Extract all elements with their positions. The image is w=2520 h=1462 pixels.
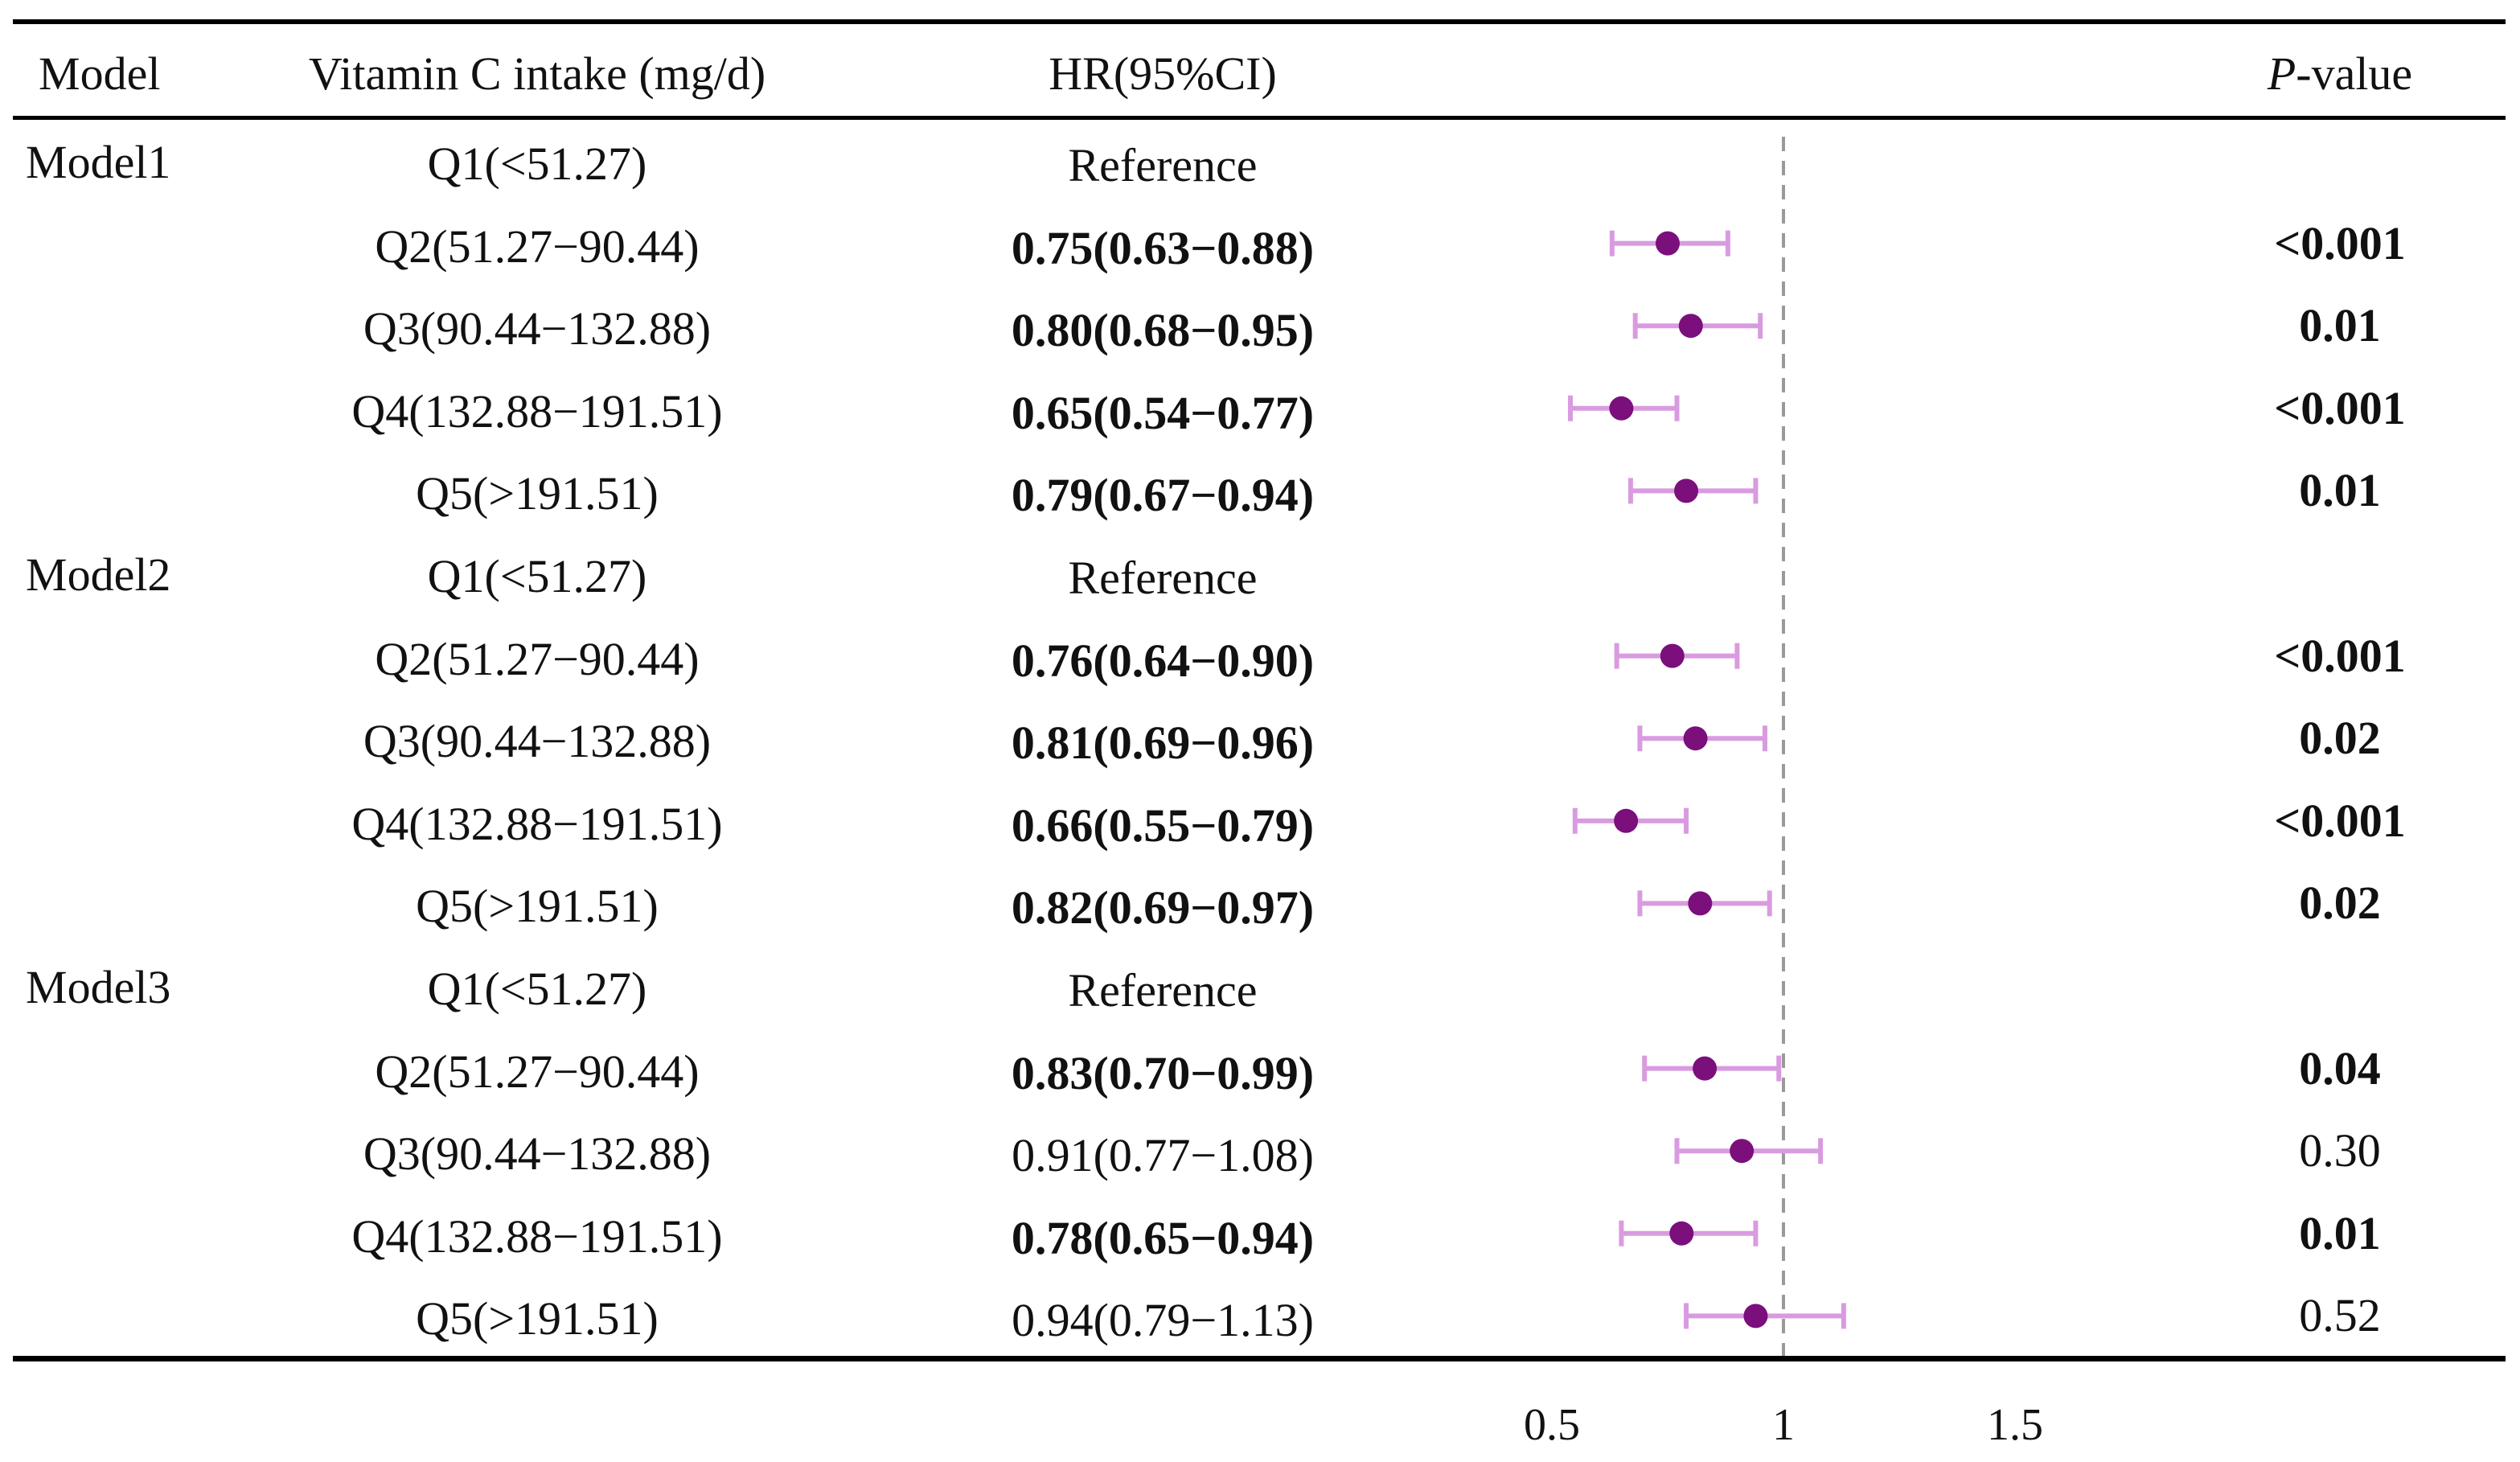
header-rule [13,116,2506,120]
hr-ci-label: Reference [1068,964,1258,1016]
hr-ci-label: Reference [1068,552,1258,604]
hr-ci-label: 0.83(0.70−0.99) [1011,1046,1315,1099]
hr-point [1743,1304,1768,1329]
hr-point [1656,231,1680,256]
quintile-label: Q1(<51.27) [427,550,647,602]
hr-ci-label: 0.75(0.63−0.88) [1011,221,1315,274]
x-tick-label: 1 [1772,1400,1795,1450]
p-value-label: <0.001 [2274,629,2406,682]
quintile-label: Q2(51.27−90.44) [375,220,700,273]
p-value-label: 0.30 [2299,1124,2381,1177]
quintile-label: Q1(<51.27) [427,138,647,190]
hr-ci-label: 0.80(0.68−0.95) [1011,304,1315,357]
quintile-label: Q1(<51.27) [427,963,647,1015]
p-value-label: 0.02 [2299,712,2381,765]
hr-point [1683,726,1708,751]
x-tick-label: 1.5 [1987,1400,2043,1450]
p-value-label: <0.001 [2274,381,2406,434]
hr-ci-label: 0.91(0.77−1.08) [1012,1129,1314,1182]
quintile-label: Q4(132.88−191.51) [351,797,723,850]
header-intake: Vitamin C intake (mg/d) [308,47,766,100]
header-p-italic: P [2267,47,2296,100]
quintile-label: Q2(51.27−90.44) [375,1045,700,1098]
hr-ci-label: 0.66(0.55−0.79) [1011,799,1315,852]
header-hr: HR(95%CI) [1049,47,1277,100]
hr-ci-label: 0.81(0.69−0.96) [1011,717,1315,770]
p-value-label: 0.01 [2299,464,2381,517]
header-p-rest: -value [2296,47,2413,100]
hr-point [1693,1056,1718,1081]
hr-ci-label: Reference [1068,139,1258,191]
hr-point [1674,478,1699,503]
p-value-label: 0.52 [2299,1289,2381,1342]
hr-point [1609,396,1634,421]
p-value-label: 0.04 [2299,1041,2381,1094]
hr-ci-label: 0.94(0.79−1.13) [1012,1294,1314,1347]
hr-ci-label: 0.82(0.69−0.97) [1011,881,1315,934]
top-rule [13,19,2506,24]
x-tick-label: 0.5 [1524,1400,1580,1450]
quintile-label: Q5(>191.51) [416,1292,659,1345]
quintile-label: Q5(>191.51) [416,467,659,520]
p-value-label: <0.001 [2274,794,2406,847]
quintile-label: Q4(132.88−191.51) [351,1209,723,1263]
p-value-label: <0.001 [2274,216,2406,269]
quintile-label: Q3(90.44−132.88) [363,302,712,355]
header-p-value: P-value [2268,51,2412,97]
p-value-label: 0.01 [2299,299,2381,352]
hr-ci-label: 0.79(0.67−0.94) [1011,469,1315,522]
hr-ci-label: 0.76(0.64−0.90) [1011,634,1315,687]
hr-point [1730,1139,1755,1164]
quintile-label: Q5(>191.51) [416,880,659,933]
quintile-label: Q3(90.44−132.88) [363,1127,712,1181]
model-label: Model2 [26,548,171,601]
quintile-label: Q2(51.27−90.44) [375,632,700,685]
header-model: Model [39,47,161,100]
model-label: Model1 [26,136,171,188]
hr-ci-label: 0.65(0.54−0.77) [1011,386,1315,439]
hr-ci-label: 0.78(0.65−0.94) [1011,1211,1315,1264]
bottom-rule [13,1356,2506,1361]
hr-point [1688,891,1713,916]
hr-point [1614,808,1639,833]
p-value-label: 0.01 [2299,1206,2381,1259]
hr-point [1678,314,1703,339]
model-label: Model3 [26,961,171,1013]
p-value-label: 0.02 [2299,877,2381,930]
quintile-label: Q3(90.44−132.88) [363,715,712,768]
quintile-label: Q4(132.88−191.51) [351,384,723,437]
hr-point [1660,643,1685,668]
hr-point [1669,1221,1694,1246]
